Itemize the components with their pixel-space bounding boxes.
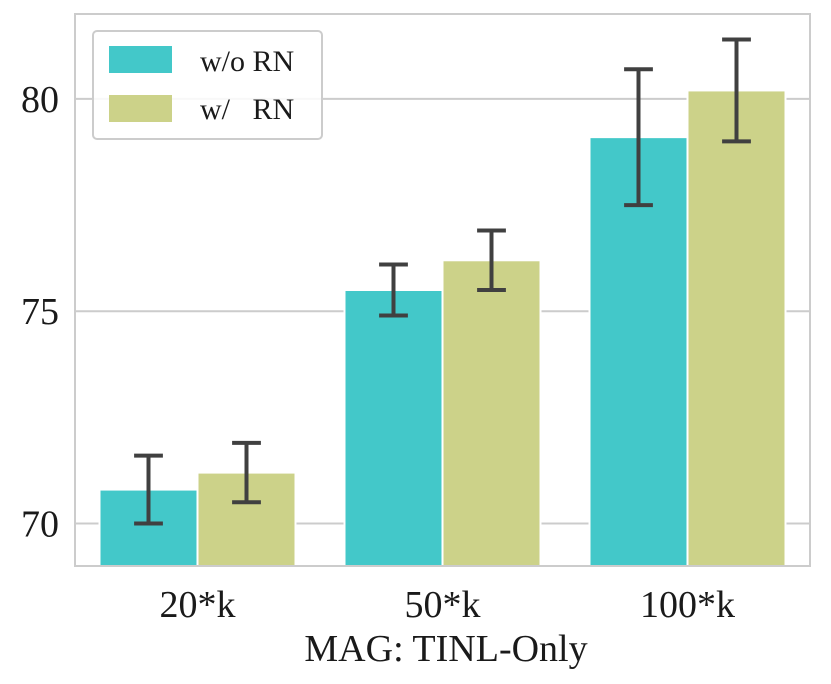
y-tick-label: 75 [21, 291, 59, 333]
bar-100*k-series-0 [588, 136, 689, 567]
error-bars [134, 37, 751, 526]
x-tick-label: 100*k [640, 584, 735, 626]
x-tick-label: 50*k [405, 584, 481, 626]
error-bar-50*k-series-1 [477, 228, 506, 292]
legend-label-w-rn: w/ RN [200, 93, 294, 126]
bar-50*k-series-1 [441, 259, 542, 567]
bar-100*k-series-1 [686, 89, 787, 568]
error-bar-100*k-series-0 [624, 67, 653, 208]
error-bar-20*k-series-0 [134, 453, 163, 526]
bar-50*k-series-0 [343, 289, 444, 567]
y-tick-label: 70 [21, 504, 59, 546]
error-bar-50*k-series-0 [379, 262, 408, 318]
axis-ticks: 70 75 80 20*k 50*k 100*k [21, 79, 735, 626]
legend: w/o RN w/ RN [92, 30, 323, 140]
x-tick-label: 20*k [160, 584, 236, 626]
x-axis-label: MAG: TINL-Only [304, 628, 587, 670]
error-bar-20*k-series-1 [232, 440, 261, 505]
legend-swatch-w-rn [109, 95, 172, 122]
error-bar-100*k-series-1 [722, 37, 751, 144]
plot-frame [74, 13, 811, 567]
y-tick-label: 80 [21, 79, 59, 121]
legend-swatch-wo-rn [109, 46, 172, 73]
bars [98, 89, 787, 568]
legend-label-wo-rn: w/o RN [200, 45, 294, 78]
